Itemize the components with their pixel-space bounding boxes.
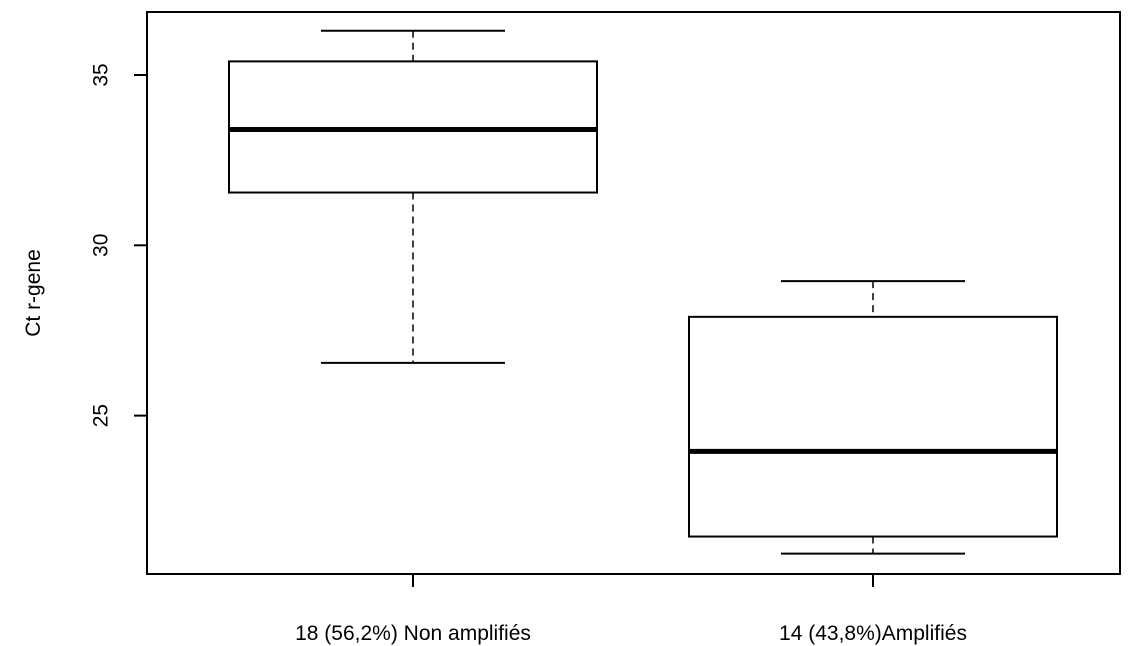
y-axis-label: Ct r-gene (22, 249, 45, 337)
x-axis: 18 (56,2%) Non amplifiés 14 (43,8%)Amplif… (295, 574, 967, 645)
y-tick-label-25: 25 (89, 404, 112, 427)
plot-frame (146, 11, 1121, 575)
iqr-box-1 (688, 315, 1058, 538)
x-tick-label-0: 18 (56,2%) Non amplifiés (295, 622, 531, 645)
box-series (228, 29, 1058, 555)
y-tick-label-30: 30 (89, 234, 112, 257)
iqr-box-0 (228, 60, 598, 194)
box-group-1 (688, 280, 1058, 555)
y-tick-label-35: 35 (89, 63, 112, 86)
box-group-0 (228, 29, 598, 364)
y-axis: 25 30 35 (89, 63, 147, 427)
x-tick-label-1: 14 (43,8%)Amplifiés (779, 622, 967, 645)
